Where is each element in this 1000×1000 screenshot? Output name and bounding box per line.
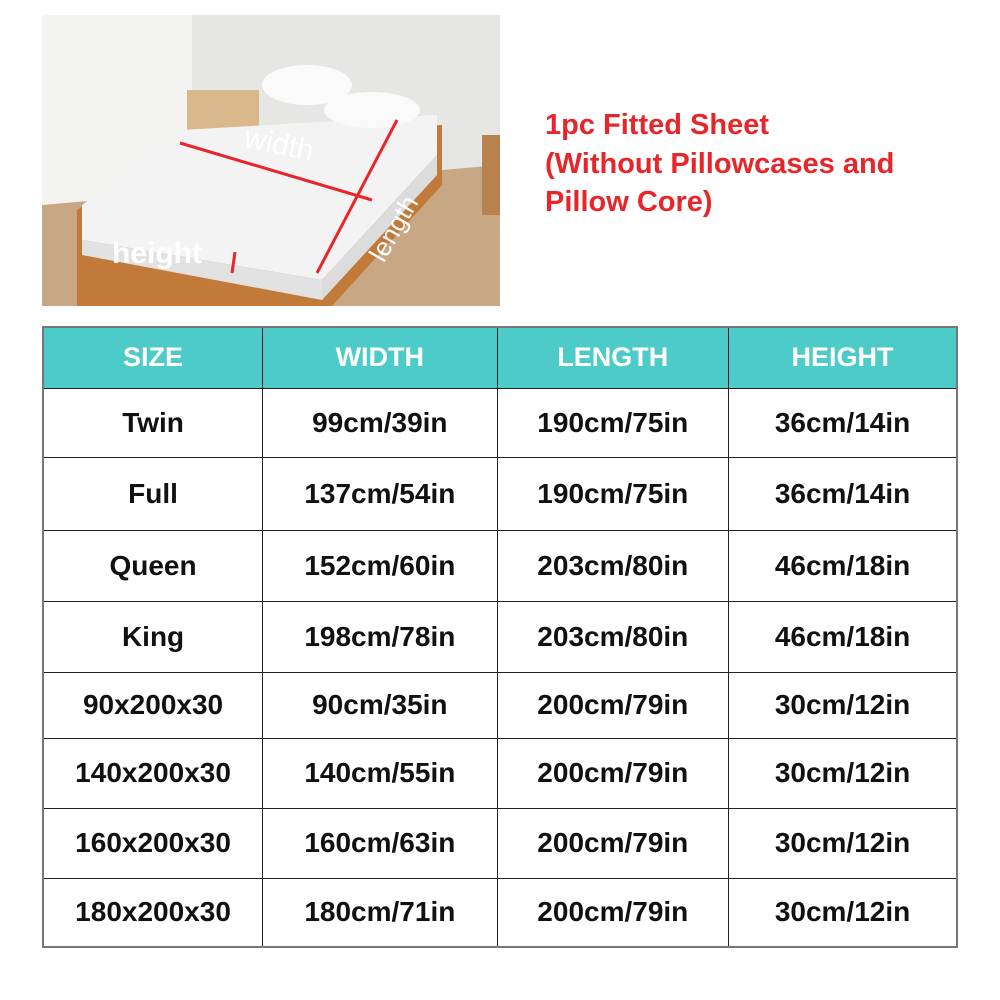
- title-line: (Without Pillowcases and: [545, 147, 895, 180]
- table-cell: Queen: [42, 529, 264, 602]
- table-cell: 46cm/18in: [728, 600, 958, 673]
- dimension-arrows: [179, 119, 399, 274]
- table-cell: 99cm/39in: [262, 387, 498, 458]
- table-cell: 152cm/60in: [262, 529, 498, 602]
- column-header: WIDTH: [262, 327, 498, 389]
- table-cell: Twin: [42, 387, 264, 458]
- column-header: LENGTH: [496, 327, 730, 389]
- table-cell: 30cm/12in: [728, 807, 958, 879]
- column-header: SIZE: [42, 327, 264, 389]
- table-cell: 180x200x30: [42, 877, 264, 948]
- table-row: 180x200x30 180cm/71in 200cm/79in 30cm/12in: [42, 877, 958, 948]
- table-cell: 200cm/79in: [496, 807, 730, 879]
- size-chart-table: SIZE WIDTH LENGTH HEIGHT Twin 99cm/39in 190cm…: [42, 326, 958, 948]
- height-label: height: [112, 237, 202, 270]
- table-cell: 30cm/12in: [728, 671, 958, 739]
- table-cell: 36cm/14in: [728, 456, 958, 531]
- table-cell: 180cm/71in: [262, 877, 498, 948]
- table-cell: 137cm/54in: [262, 456, 498, 531]
- table-cell: King: [42, 600, 264, 673]
- table-cell: 203cm/80in: [496, 600, 730, 673]
- table-cell: 160x200x30: [42, 807, 264, 879]
- table-cell: 200cm/79in: [496, 877, 730, 948]
- product-title: 1pc Fitted Sheet (Without Pillowcases an…: [545, 106, 894, 222]
- table-cell: 30cm/12in: [728, 737, 958, 809]
- table-cell: Full: [42, 456, 264, 531]
- table-cell: 46cm/18in: [728, 529, 958, 602]
- table-row: 90x200x30 90cm/35in 200cm/79in 30cm/12in: [42, 671, 958, 739]
- table-cell: 140x200x30: [42, 737, 264, 809]
- table-row: King 198cm/78in 203cm/80in 46cm/18in: [42, 600, 958, 673]
- table-cell: 90cm/35in: [262, 671, 498, 739]
- table-cell: 140cm/55in: [262, 737, 498, 809]
- table-row: Queen 152cm/60in 203cm/80in 46cm/18in: [42, 529, 958, 602]
- title-line: 1pc Fitted Sheet: [545, 109, 769, 141]
- table-cell: 203cm/80in: [496, 529, 730, 602]
- table-cell: 198cm/78in: [262, 600, 498, 673]
- table-cell: 36cm/14in: [728, 387, 958, 458]
- table-cell: 190cm/75in: [496, 387, 730, 458]
- table-cell: 160cm/63in: [262, 807, 498, 879]
- table-cell: 200cm/79in: [496, 737, 730, 809]
- title-line: Pillow Core): [545, 186, 713, 218]
- table-row: Twin 99cm/39in 190cm/75in 36cm/14in: [42, 387, 958, 458]
- table-row: 160x200x30 160cm/63in 200cm/79in 30cm/12in: [42, 807, 958, 879]
- table-cell: 190cm/75in: [496, 456, 730, 531]
- table-header-row: SIZE WIDTH LENGTH HEIGHT: [42, 327, 958, 389]
- table-cell: 200cm/79in: [496, 671, 730, 739]
- table-cell: 90x200x30: [42, 671, 264, 739]
- bed-dimension-photo: width length height: [42, 15, 500, 306]
- table-cell: 30cm/12in: [728, 877, 958, 948]
- column-header: HEIGHT: [728, 327, 958, 389]
- table-row: Full 137cm/54in 190cm/75in 36cm/14in: [42, 456, 958, 531]
- table-row: 140x200x30 140cm/55in 200cm/79in 30cm/12in: [42, 737, 958, 809]
